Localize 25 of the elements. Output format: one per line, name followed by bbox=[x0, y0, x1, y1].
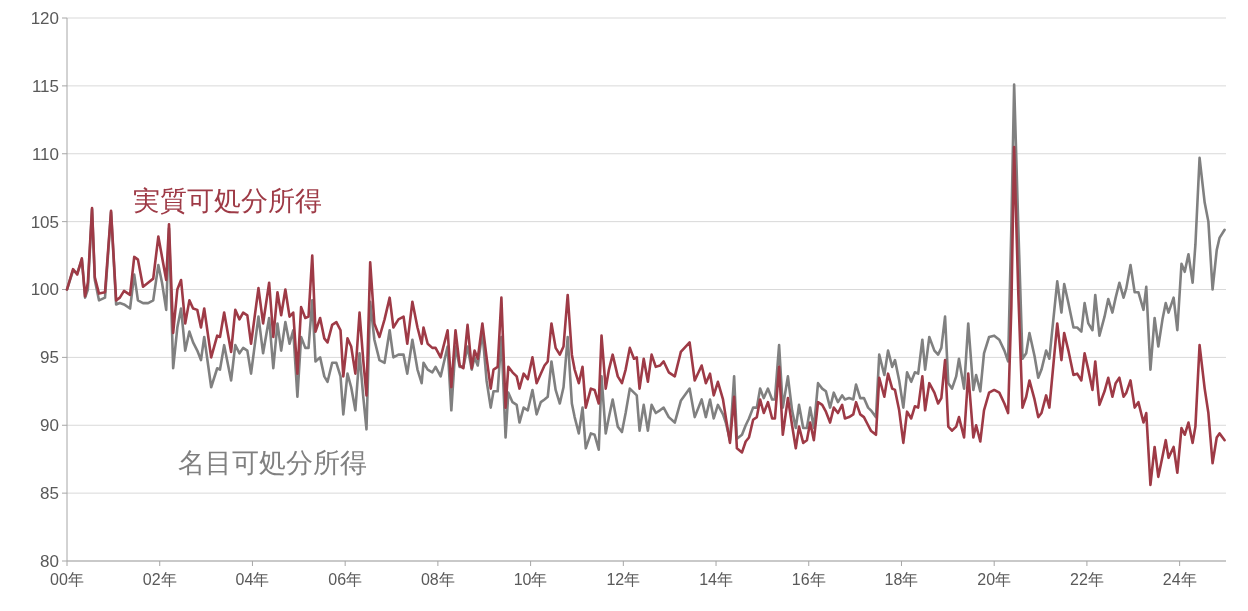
x-tick-label: 04年 bbox=[235, 571, 270, 588]
x-tick-label: 02年 bbox=[142, 571, 177, 588]
y-tick-label: 115 bbox=[31, 76, 59, 96]
x-tick-label: 18年 bbox=[884, 571, 919, 588]
y-tick-label: 80 bbox=[40, 551, 59, 571]
y-tick-label: 105 bbox=[30, 212, 59, 232]
y-tick-label: 100 bbox=[30, 280, 59, 300]
y-tick-label: 85 bbox=[40, 484, 59, 504]
series-label: 実質可処分所得 bbox=[133, 186, 322, 217]
y-tick-label: 110 bbox=[31, 144, 59, 164]
x-tick-label: 24年 bbox=[1162, 571, 1197, 588]
x-tick-label: 12年 bbox=[606, 571, 641, 588]
y-tick-label: 90 bbox=[40, 416, 59, 436]
x-tick-label: 16年 bbox=[791, 571, 826, 588]
x-tick-label: 08年 bbox=[420, 571, 455, 588]
x-tick-label: 20年 bbox=[977, 571, 1012, 588]
x-tick-label: 00年 bbox=[50, 571, 84, 588]
y-tick-label: 120 bbox=[30, 8, 59, 28]
line-series bbox=[65, 145, 1226, 487]
x-tick-label: 10年 bbox=[513, 571, 548, 588]
series-label: 名目可処分所得 bbox=[178, 448, 367, 479]
y-tick-label: 95 bbox=[40, 348, 59, 368]
x-tick-label: 22年 bbox=[1070, 571, 1104, 588]
x-tick-label: 14年 bbox=[699, 571, 733, 588]
x-tick-label: 06年 bbox=[328, 571, 363, 588]
